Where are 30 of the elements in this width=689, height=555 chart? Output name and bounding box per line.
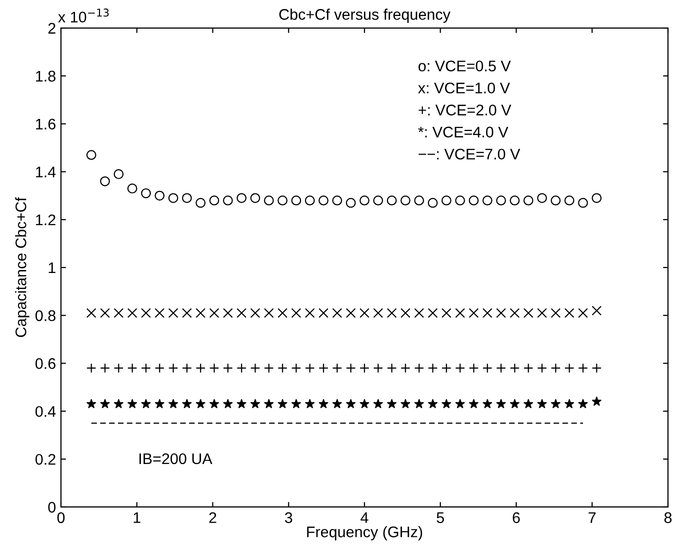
annotation: x: VCE=1.0 V [418, 82, 510, 94]
y-tick-label: 1 [48, 262, 56, 274]
annotation: +: VCE=2.0 V [418, 104, 512, 116]
annotation: IB=200 UA [139, 453, 212, 464]
x-tick-label: 1 [134, 512, 140, 523]
text: x 10$^{−13}$ [58, 8, 109, 22]
y-tick-label: 0.2 [35, 454, 56, 465]
annotation: o: VCE=0.5 V [418, 60, 511, 72]
chart-title: Cbc+Cf versus frequency [279, 8, 450, 23]
x-tick-label: 8 [664, 512, 672, 524]
y-tick-label: 0.6 [35, 358, 56, 369]
x-tick-label: 4 [360, 512, 368, 523]
x-tick-label: 5 [436, 512, 444, 524]
y-tick-label: 0 [48, 502, 56, 513]
y-tick-label: 1.2 [36, 214, 56, 226]
y-tick-label: 1.6 [36, 118, 56, 130]
x-tick-label: 3 [284, 512, 292, 524]
annotation: −−: VCE=7.0 V [418, 148, 520, 160]
annotation: *: VCE=4.0 V [418, 126, 508, 138]
x-tick-label: 0 [57, 512, 65, 524]
y-axis-title: Capacitance Cbc+Cf [15, 197, 30, 338]
y-tick-label: 1.8 [36, 70, 56, 82]
y-tick-label: 1.4 [36, 166, 56, 178]
x-axis-title: Frequency (GHz) [307, 526, 422, 540]
y-tick-label: 0.8 [35, 310, 56, 322]
x-tick-label: 7 [588, 512, 596, 523]
y-tick-label: 0.4 [35, 406, 56, 417]
y-tick-label: 2 [48, 22, 56, 34]
x-tick-label: 6 [512, 512, 520, 524]
x-tick-label: 2 [209, 512, 216, 523]
